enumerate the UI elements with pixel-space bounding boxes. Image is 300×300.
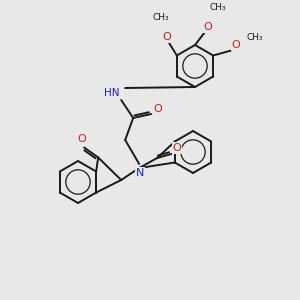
Text: O: O	[232, 40, 241, 50]
Text: O: O	[78, 134, 87, 143]
Text: O: O	[154, 104, 163, 114]
Text: O: O	[204, 22, 212, 32]
Text: CH₃: CH₃	[152, 13, 169, 22]
Text: O: O	[173, 143, 182, 153]
Text: CH₃: CH₃	[247, 33, 263, 42]
Text: CH₃: CH₃	[210, 2, 226, 11]
Text: N: N	[136, 168, 144, 178]
Text: HN: HN	[104, 88, 120, 98]
Text: O: O	[162, 32, 171, 43]
